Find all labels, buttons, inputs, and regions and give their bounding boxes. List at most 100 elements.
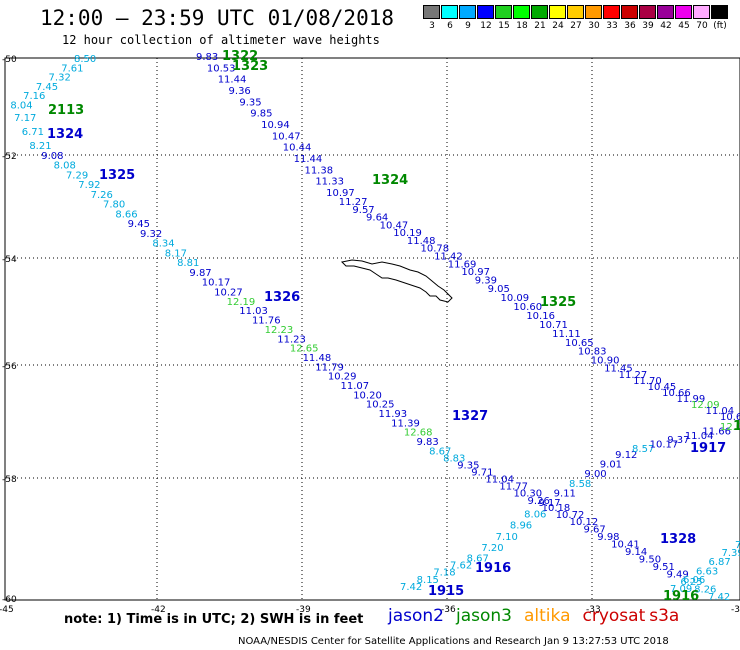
wave-height-label: 7.26 [91, 190, 113, 201]
legend-swatch [657, 5, 674, 19]
wave-height-label: 7.43 [735, 540, 740, 551]
wave-height-label: 7.29 [66, 170, 88, 181]
color-scale-legend [423, 5, 729, 19]
south-georgia-island [340, 259, 453, 303]
legend-swatch [603, 5, 620, 19]
axis-labels: -50 -52 -54 -56 -58 -60-45 -42 -39 -36 -33 -30 [0, 55, 740, 615]
wave-height-label: 10.30 [513, 489, 542, 500]
wave-height-label: 11.27 [339, 197, 368, 208]
wave-height-label: 11.93 [379, 409, 408, 420]
wave-height-label: 9.50 [639, 555, 661, 566]
wave-height-label: 8.08 [54, 161, 76, 172]
wave-height-label: 11.66 [702, 426, 731, 437]
satellite-name-jason2: jason2 [388, 606, 444, 626]
wave-height-label: 7.32 [49, 73, 71, 84]
wave-height-label: 10.65 [565, 338, 594, 349]
pass-number-label: 1324 [47, 127, 83, 142]
wave-height-label: 7.20 [481, 543, 503, 554]
legend-label: 45 [678, 21, 690, 31]
wave-height-label: 11.03 [239, 306, 268, 317]
legend-swatch [711, 5, 728, 19]
wave-height-label: 8.50 [74, 54, 96, 65]
legend-swatch [675, 5, 692, 19]
wave-height-label: 8.67 [467, 553, 489, 564]
satellite-name-altika: altika [524, 606, 571, 626]
wave-height-label: 7.39 [722, 548, 740, 559]
lon-label: -39 [296, 605, 311, 615]
wave-height-label: 7.17 [14, 113, 36, 124]
wave-height-label: 8.66 [115, 209, 137, 220]
pass-number-label: 1322 [222, 49, 258, 64]
wave-height-label: 9.14 [625, 547, 647, 558]
pass-number-label: 1915 [428, 584, 464, 599]
pass-number-label: 1326 [264, 290, 300, 305]
pass-number-label: 1325 [99, 168, 135, 183]
pass-number-label: 1325 [540, 295, 576, 310]
wave-height-label: 11.44 [218, 75, 247, 86]
wave-height-label: 10.29 [328, 372, 357, 383]
legend-swatch [549, 5, 566, 19]
wave-height-label: 9.85 [250, 109, 272, 120]
wave-height-label: 6.87 [709, 557, 731, 568]
wave-height-label: 9.57 [352, 205, 374, 216]
legend-label: 42 [660, 21, 672, 31]
wave-height-label: 9.36 [229, 86, 251, 97]
pass-number-label: 1 [733, 419, 740, 434]
pass-number-label: 1916 [663, 589, 699, 604]
legend-label: 30 [588, 21, 600, 31]
wave-height-label: 7.80 [103, 200, 125, 211]
legend-label: 36 [624, 21, 636, 31]
legend-swatch [459, 5, 476, 19]
wave-height-label: 11.45 [604, 364, 633, 375]
pass-number-label: 1327 [452, 409, 488, 424]
wave-height-label: 10.72 [556, 510, 585, 521]
lon-label: -30 [731, 605, 740, 615]
wave-height-label: 11.27 [619, 370, 648, 381]
wave-height-label: 10.19 [393, 228, 422, 239]
wave-height-label: 9.26 [528, 496, 550, 507]
wave-height-label: 9.51 [653, 562, 675, 573]
legend-swatch [621, 5, 638, 19]
wave-height-label: 11.04 [685, 431, 714, 442]
wave-height-label: 9.45 [128, 219, 150, 230]
wave-height-label: 10.12 [570, 517, 599, 528]
footer-credit: NOAA/NESDIS Center for Satellite Applica… [238, 636, 669, 647]
legend-label: 70 [696, 21, 708, 31]
wave-height-label: 11.42 [434, 252, 463, 263]
wave-height-label: 8.83 [443, 454, 465, 465]
satellite-name-jason3: jason3 [456, 606, 512, 626]
map-subtitle: 12 hour collection of altimeter wave hei… [62, 33, 380, 47]
satellite-name-s3a: s3a [649, 606, 680, 626]
wave-height-label: 10.97 [461, 267, 490, 278]
legend-label: 24 [552, 21, 564, 31]
wave-height-label: 8.26 [694, 585, 716, 596]
wave-height-label: 11.70 [633, 376, 662, 387]
legend-swatch [441, 5, 458, 19]
wave-height-label: 11.99 [677, 394, 706, 405]
wave-height-label: 10.20 [353, 390, 382, 401]
wave-height-label: 9.12 [615, 450, 637, 461]
lat-label: -60 [2, 595, 17, 605]
wave-height-label: 8.15 [417, 575, 439, 586]
color-scale-labels: 3 6 9 12 15 18 21 24 27 30 33 36 39 42 45 70 (ft) [423, 21, 729, 31]
wave-height-label: 7.45 [36, 82, 58, 93]
wave-height-label: 10.17 [202, 278, 231, 289]
wave-height-label: 10.47 [272, 131, 301, 142]
lon-label: -42 [151, 605, 166, 615]
wave-height-label: 8.57 [632, 444, 654, 455]
wave-height-label: 6.25 [680, 577, 702, 588]
wave-height-label: 9.98 [597, 532, 619, 543]
lon-label: -33 [586, 605, 601, 615]
legend-label: 33 [606, 21, 618, 31]
legend-label: 12 [480, 21, 492, 31]
wave-height-label: 8.21 [29, 141, 51, 152]
satellite-legend: jason2 jason3 altika cryosat s3a [388, 606, 691, 626]
satellite-name-cryosat: cryosat [582, 606, 646, 626]
wave-height-label: 9.64 [366, 213, 388, 224]
legend-swatch [585, 5, 602, 19]
wave-height-label: 8.04 [10, 100, 32, 111]
legend-label: 39 [642, 21, 654, 31]
wave-height-label: 11.23 [277, 334, 306, 345]
